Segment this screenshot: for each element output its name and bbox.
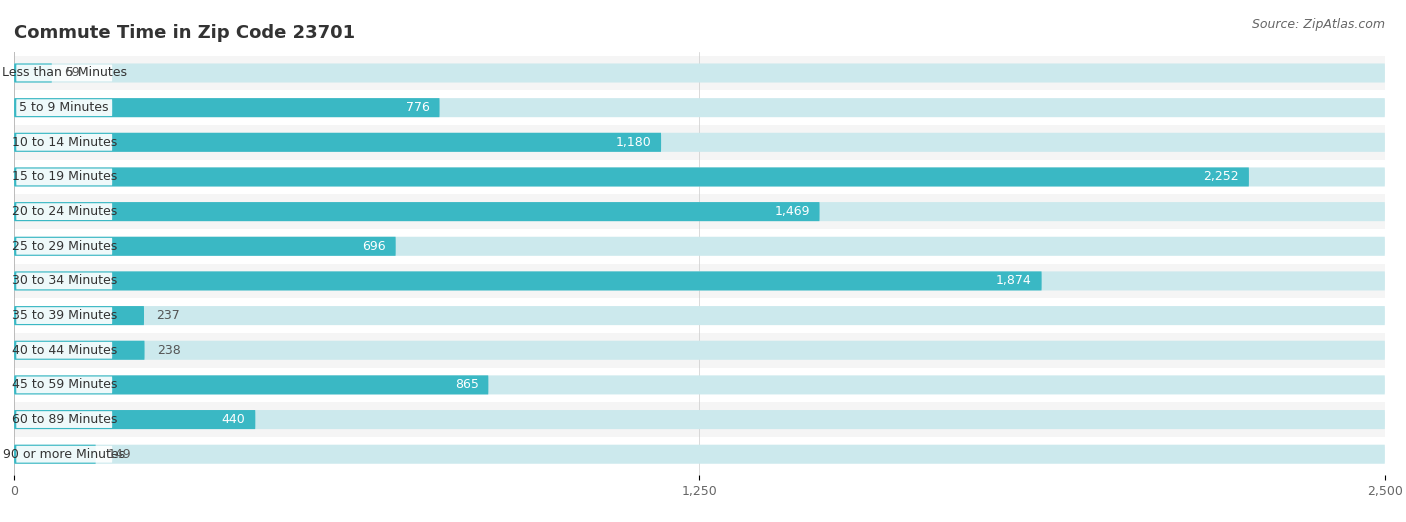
FancyBboxPatch shape [14,133,661,152]
Text: 20 to 24 Minutes: 20 to 24 Minutes [11,205,117,218]
FancyBboxPatch shape [14,98,440,117]
FancyBboxPatch shape [14,410,256,429]
FancyBboxPatch shape [17,272,112,289]
Text: 149: 149 [108,448,131,461]
FancyBboxPatch shape [14,168,1249,186]
Bar [0,160,1406,194]
FancyBboxPatch shape [14,202,820,221]
Text: 15 to 19 Minutes: 15 to 19 Minutes [11,171,117,183]
Text: 776: 776 [406,101,430,114]
Bar [0,367,1406,402]
Text: 40 to 44 Minutes: 40 to 44 Minutes [11,344,117,357]
Bar [0,264,1406,298]
Text: Commute Time in Zip Code 23701: Commute Time in Zip Code 23701 [14,25,356,42]
FancyBboxPatch shape [14,202,1385,221]
FancyBboxPatch shape [14,306,143,325]
FancyBboxPatch shape [14,271,1042,290]
FancyBboxPatch shape [14,341,1385,360]
FancyBboxPatch shape [17,99,112,116]
FancyBboxPatch shape [14,237,395,256]
FancyBboxPatch shape [14,98,1385,117]
Bar [0,437,1406,471]
FancyBboxPatch shape [17,342,112,359]
Text: 25 to 29 Minutes: 25 to 29 Minutes [11,240,117,253]
Bar [0,90,1406,125]
FancyBboxPatch shape [17,411,112,428]
Text: 10 to 14 Minutes: 10 to 14 Minutes [11,136,117,149]
FancyBboxPatch shape [14,375,1385,395]
Text: 238: 238 [156,344,180,357]
FancyBboxPatch shape [17,307,112,324]
FancyBboxPatch shape [14,445,1385,464]
Text: 69: 69 [63,66,80,79]
FancyBboxPatch shape [17,238,112,255]
FancyBboxPatch shape [14,306,1385,325]
Bar [0,402,1406,437]
Text: 865: 865 [454,378,478,392]
Text: 90 or more Minutes: 90 or more Minutes [3,448,125,461]
Text: Less than 5 Minutes: Less than 5 Minutes [1,66,127,79]
Text: 35 to 39 Minutes: 35 to 39 Minutes [11,309,117,322]
FancyBboxPatch shape [17,203,112,220]
FancyBboxPatch shape [14,341,145,360]
Text: 440: 440 [222,413,246,426]
FancyBboxPatch shape [14,445,96,464]
FancyBboxPatch shape [14,168,1385,186]
FancyBboxPatch shape [17,169,112,185]
Text: 30 to 34 Minutes: 30 to 34 Minutes [11,275,117,288]
FancyBboxPatch shape [14,133,1385,152]
Text: 1,180: 1,180 [616,136,651,149]
FancyBboxPatch shape [17,446,112,462]
Text: 60 to 89 Minutes: 60 to 89 Minutes [11,413,117,426]
Bar [0,333,1406,367]
Text: Source: ZipAtlas.com: Source: ZipAtlas.com [1251,18,1385,31]
Bar [0,298,1406,333]
Text: 237: 237 [156,309,180,322]
Bar [0,194,1406,229]
Text: 45 to 59 Minutes: 45 to 59 Minutes [11,378,117,392]
Bar [0,125,1406,160]
FancyBboxPatch shape [17,134,112,151]
Text: 1,469: 1,469 [775,205,810,218]
Text: 1,874: 1,874 [995,275,1032,288]
FancyBboxPatch shape [14,237,1385,256]
FancyBboxPatch shape [17,65,112,81]
FancyBboxPatch shape [14,375,488,395]
FancyBboxPatch shape [14,64,52,82]
Bar [0,229,1406,264]
Text: 696: 696 [363,240,385,253]
FancyBboxPatch shape [14,64,1385,82]
Text: 2,252: 2,252 [1204,171,1239,183]
FancyBboxPatch shape [17,376,112,393]
Text: 5 to 9 Minutes: 5 to 9 Minutes [20,101,110,114]
Bar [0,56,1406,90]
FancyBboxPatch shape [14,271,1385,290]
FancyBboxPatch shape [14,410,1385,429]
